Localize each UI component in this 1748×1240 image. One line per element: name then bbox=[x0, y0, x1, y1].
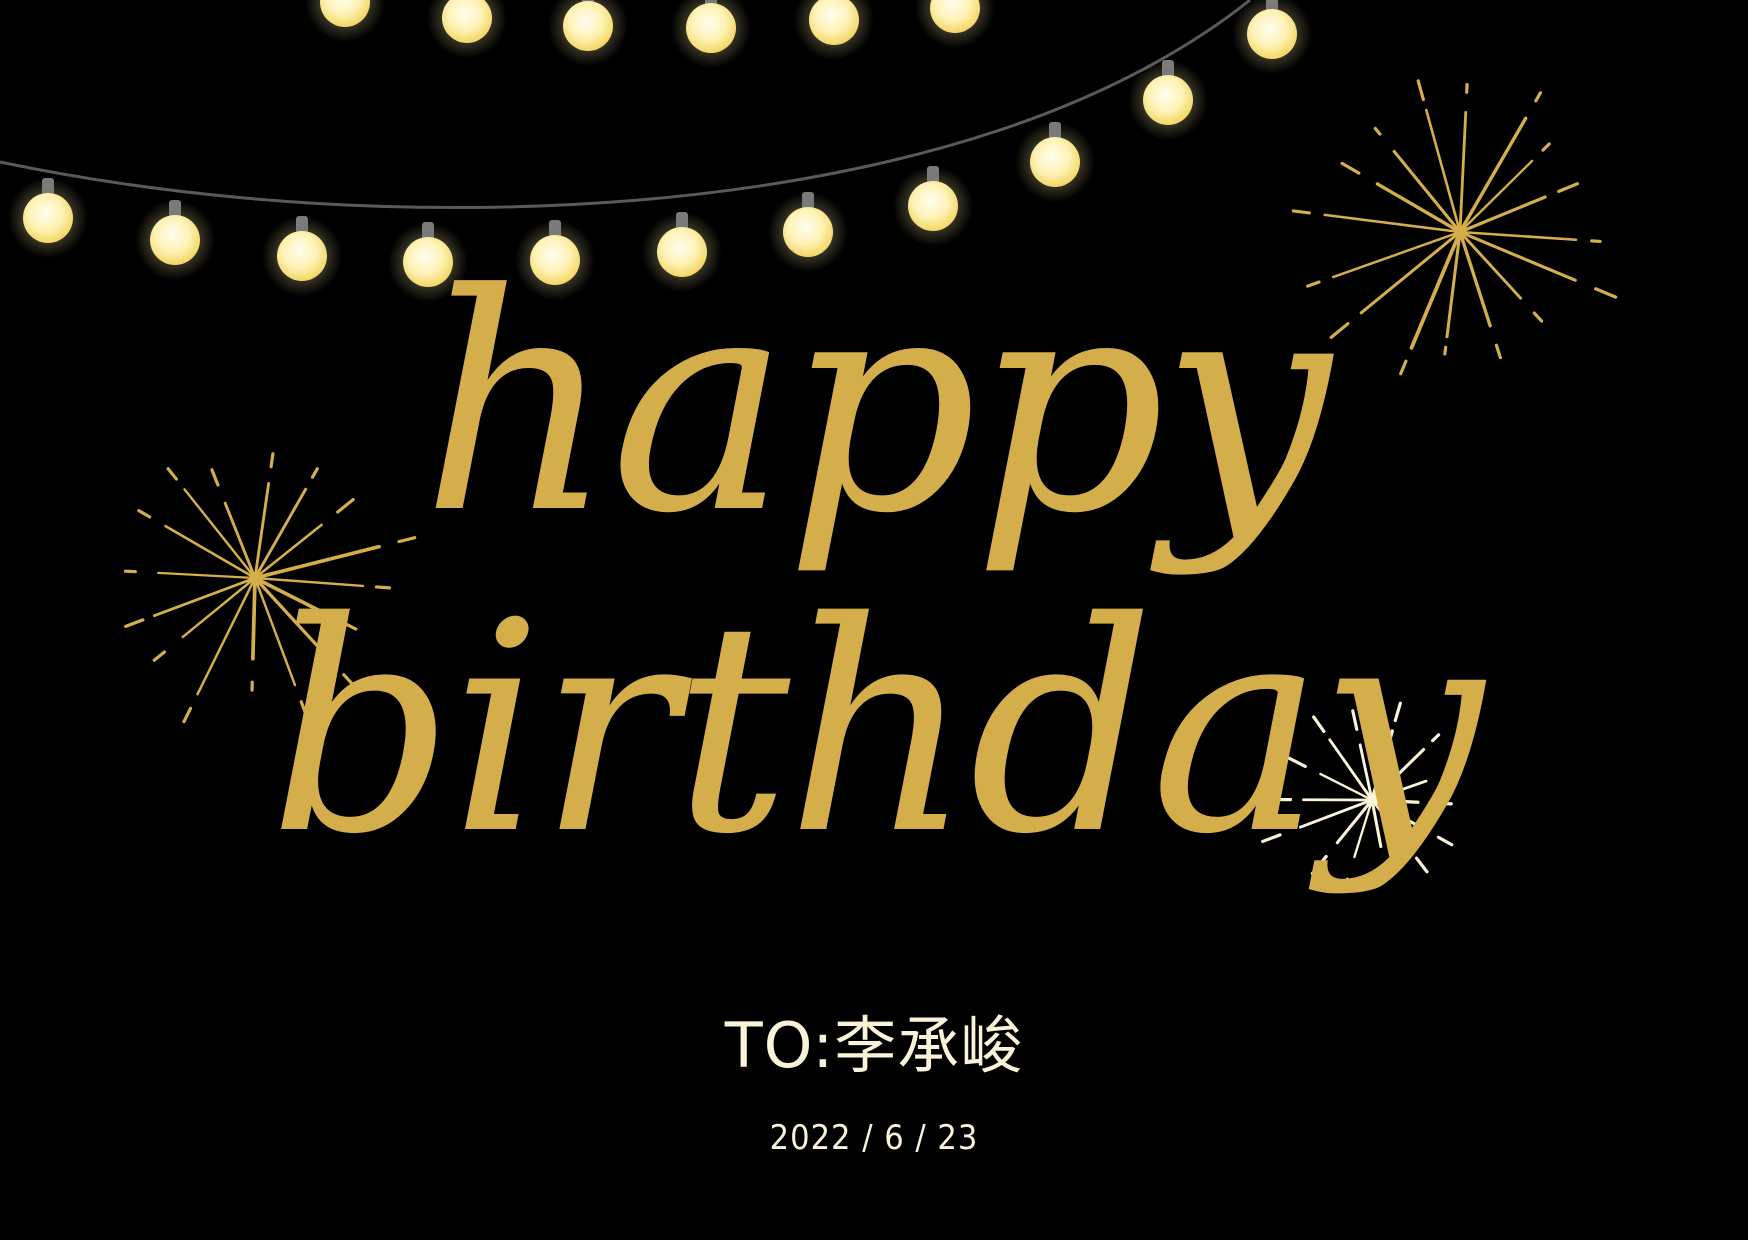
light-bulb-icon bbox=[262, 216, 342, 296]
light-bulb-icon bbox=[1232, 0, 1312, 74]
light-bulb-icon bbox=[548, 0, 628, 66]
light-bulb-icon bbox=[305, 0, 385, 42]
light-bulb-icon bbox=[388, 222, 468, 302]
firework-burst-icon bbox=[123, 452, 417, 724]
light-bulb-icon bbox=[8, 178, 88, 258]
headline-birthday: birthday bbox=[268, 561, 1484, 898]
recipient-label: TO:李承峻 bbox=[724, 1009, 1024, 1082]
light-bulb-icon bbox=[427, 0, 507, 58]
light-bulb-icon bbox=[515, 220, 595, 300]
headline-happy: happy bbox=[421, 230, 1331, 579]
light-bulb-icon bbox=[1128, 60, 1208, 140]
light-bulb-icon bbox=[893, 166, 973, 246]
light-wires bbox=[0, 0, 1251, 210]
light-bulb-icon bbox=[1015, 122, 1095, 202]
date-label: 2022 / 6 / 23 bbox=[769, 1118, 979, 1158]
wire-lower bbox=[0, 0, 1251, 210]
light-bulbs bbox=[8, 0, 1312, 302]
light-bulb-icon bbox=[642, 212, 722, 292]
light-bulb-icon bbox=[915, 0, 995, 48]
light-bulb-icon bbox=[671, 0, 751, 68]
light-bulb-icon bbox=[135, 200, 215, 280]
light-bulb-icon bbox=[794, 0, 874, 60]
firework-burst-icon bbox=[1261, 701, 1464, 892]
light-bulb-icon bbox=[768, 192, 848, 272]
firework-burst-icon bbox=[1291, 79, 1618, 376]
